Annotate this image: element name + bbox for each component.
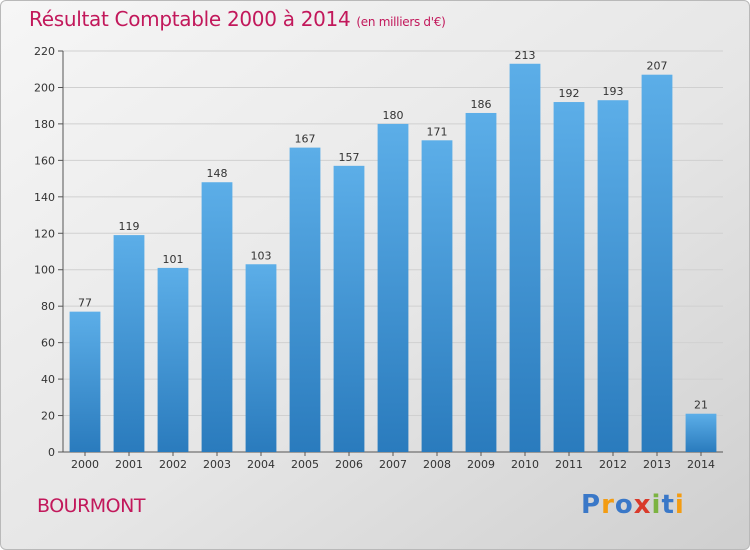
x-tick-label: 2012 bbox=[599, 458, 627, 471]
bar bbox=[289, 147, 321, 452]
data-label: 180 bbox=[383, 109, 404, 122]
x-tick-label: 2008 bbox=[423, 458, 451, 471]
data-label: 213 bbox=[515, 49, 536, 62]
bar bbox=[333, 165, 365, 452]
bar bbox=[157, 267, 189, 452]
logo-letter: P bbox=[581, 490, 602, 520]
y-tick-label: 140 bbox=[34, 191, 55, 204]
data-label: 171 bbox=[427, 125, 448, 138]
bar bbox=[641, 74, 673, 452]
data-label: 119 bbox=[119, 220, 140, 233]
y-tick-label: 0 bbox=[48, 446, 55, 459]
logo-letter: x bbox=[633, 490, 652, 520]
x-tick-label: 2004 bbox=[247, 458, 275, 471]
bar bbox=[201, 182, 233, 452]
proxiti-logo: Proxiti bbox=[581, 490, 685, 520]
x-tick-label: 2001 bbox=[115, 458, 143, 471]
y-tick-label: 100 bbox=[34, 264, 55, 277]
x-tick-label: 2000 bbox=[71, 458, 99, 471]
x-tick-label: 2005 bbox=[291, 458, 319, 471]
bar bbox=[509, 63, 541, 452]
data-label: 192 bbox=[559, 87, 580, 100]
y-tick-label: 120 bbox=[34, 227, 55, 240]
y-tick-label: 200 bbox=[34, 81, 55, 94]
x-tick-label: 2014 bbox=[687, 458, 715, 471]
x-tick-label: 2002 bbox=[159, 458, 187, 471]
bar bbox=[245, 264, 277, 452]
y-tick-label: 20 bbox=[41, 410, 55, 423]
data-label: 101 bbox=[163, 253, 184, 266]
data-label: 148 bbox=[207, 167, 228, 180]
x-tick-label: 2011 bbox=[555, 458, 583, 471]
bar bbox=[553, 102, 585, 452]
logo-letter: r bbox=[601, 490, 615, 520]
chart-unit-label: (en milliers d'€) bbox=[356, 15, 446, 29]
bar bbox=[69, 311, 101, 452]
chart-title-text: Résultat Comptable 2000 à 2014 bbox=[29, 7, 351, 31]
data-label: 167 bbox=[295, 133, 316, 146]
x-tick-label: 2013 bbox=[643, 458, 671, 471]
x-tick-label: 2007 bbox=[379, 458, 407, 471]
y-tick-label: 60 bbox=[41, 337, 55, 350]
bar bbox=[465, 112, 497, 453]
data-label: 193 bbox=[603, 85, 624, 98]
data-label: 186 bbox=[471, 98, 492, 111]
x-tick-label: 2010 bbox=[511, 458, 539, 471]
data-label: 21 bbox=[694, 399, 708, 412]
x-tick-label: 2003 bbox=[203, 458, 231, 471]
y-tick-label: 180 bbox=[34, 118, 55, 131]
y-tick-label: 80 bbox=[41, 300, 55, 313]
y-tick-label: 160 bbox=[34, 154, 55, 167]
bar bbox=[421, 140, 453, 452]
logo-letter: t bbox=[661, 490, 675, 520]
data-label: 77 bbox=[78, 297, 92, 310]
x-tick-label: 2009 bbox=[467, 458, 495, 471]
logo-letter: i bbox=[651, 490, 662, 520]
logo-letter: o bbox=[614, 490, 634, 520]
data-label: 207 bbox=[647, 60, 668, 73]
commune-name: BOURMONT bbox=[37, 495, 145, 517]
data-label: 103 bbox=[251, 249, 272, 262]
bar bbox=[113, 235, 145, 452]
bar bbox=[377, 123, 409, 452]
x-tick-label: 2006 bbox=[335, 458, 363, 471]
y-tick-label: 220 bbox=[34, 45, 55, 58]
bar bbox=[685, 413, 717, 452]
logo-letter: i bbox=[674, 490, 685, 520]
chart-title: Résultat Comptable 2000 à 2014 (en millie… bbox=[29, 7, 446, 31]
data-label: 157 bbox=[339, 151, 360, 164]
bar bbox=[597, 100, 629, 453]
y-tick-label: 40 bbox=[41, 373, 55, 386]
